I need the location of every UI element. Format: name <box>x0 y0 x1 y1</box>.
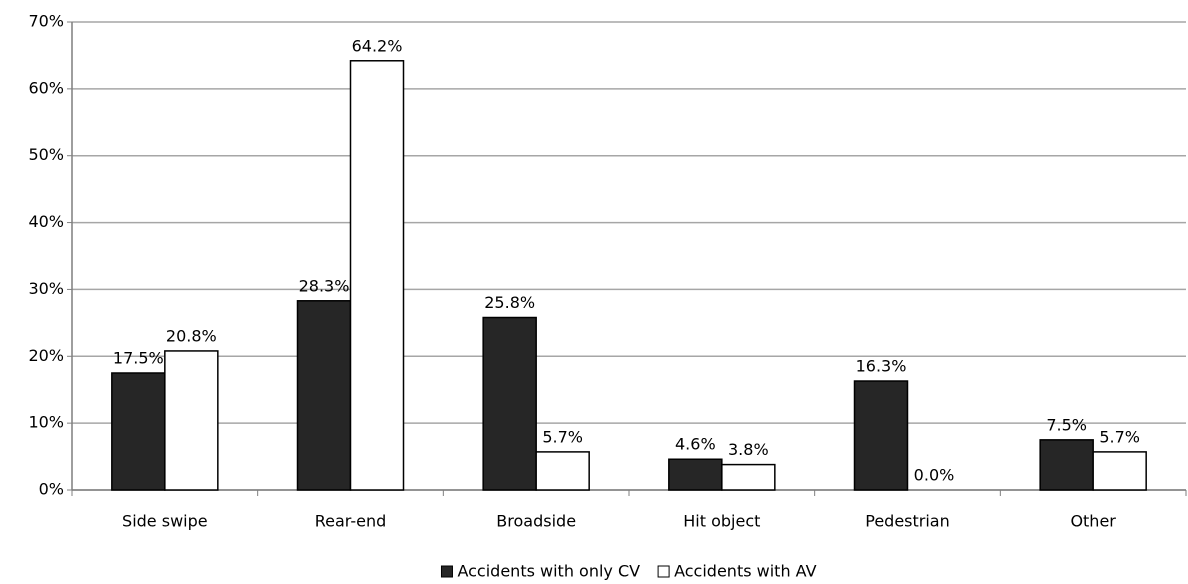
value-label: 20.8% <box>166 326 217 345</box>
x-tick-label: Rear-end <box>315 512 387 531</box>
bar <box>296 300 352 491</box>
bar <box>164 350 219 491</box>
x-tick-label: Pedestrian <box>865 512 950 531</box>
bar <box>482 316 537 491</box>
y-tick-label: 70% <box>28 12 64 31</box>
value-label: 28.3% <box>299 276 350 295</box>
bar <box>535 451 590 491</box>
x-tick-label: Other <box>1070 512 1116 531</box>
bar <box>349 60 405 491</box>
value-label: 7.5% <box>1046 415 1087 434</box>
value-label: 5.7% <box>1099 427 1140 446</box>
y-tick-label: 20% <box>28 346 64 365</box>
x-tick-label: Side swipe <box>122 512 208 531</box>
legend-marker <box>657 565 670 578</box>
legend-label: Accidents with AV <box>674 562 816 581</box>
value-label: 0.0% <box>914 466 955 485</box>
bar <box>721 463 776 491</box>
value-label: 16.3% <box>856 357 907 376</box>
y-tick-label: 0% <box>39 480 64 499</box>
value-label: 5.7% <box>542 427 583 446</box>
y-tick-label: 10% <box>28 413 64 432</box>
y-tick-label: 50% <box>28 145 64 164</box>
bar <box>1092 451 1147 491</box>
bar <box>1039 439 1094 491</box>
y-tick-label: 60% <box>28 78 64 97</box>
value-label: 64.2% <box>352 36 403 55</box>
x-tick-label: Hit object <box>683 512 760 531</box>
y-tick-label: 30% <box>28 279 64 298</box>
legend-label: Accidents with only CV <box>457 562 640 581</box>
bar <box>853 380 909 491</box>
value-label: 4.6% <box>675 435 716 454</box>
bar <box>111 372 166 491</box>
bar <box>668 458 723 491</box>
value-label: 3.8% <box>728 440 769 459</box>
x-tick-label: Broadside <box>496 512 576 531</box>
y-tick-label: 40% <box>28 212 64 231</box>
value-label: 25.8% <box>484 293 535 312</box>
value-label: 17.5% <box>113 349 164 368</box>
legend-marker <box>440 565 453 578</box>
